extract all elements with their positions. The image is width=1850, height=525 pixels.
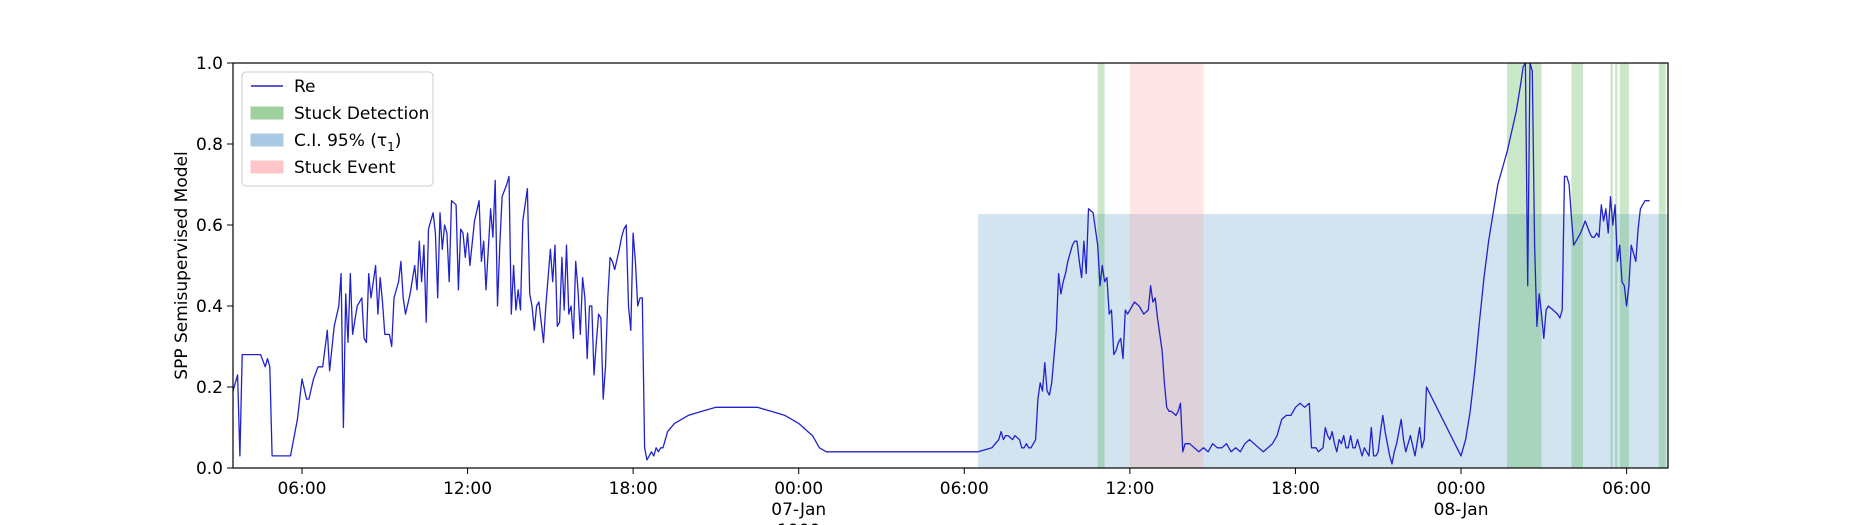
y-tick-label: 0.0 — [196, 459, 223, 479]
x-tick-label: 06:00 — [940, 479, 989, 499]
series-layer — [232, 62, 1650, 465]
stuck-detection-span — [1097, 63, 1105, 468]
legend-label: Re — [294, 77, 316, 97]
stuck-detection-span — [1615, 63, 1618, 468]
x-tick-label: 12:00 — [1105, 479, 1154, 499]
y-tick-label: 0.8 — [196, 135, 223, 155]
legend-label: Stuck Detection — [294, 104, 429, 124]
legend-swatch — [250, 160, 284, 174]
legend-label: C.I. 95% (τ1) — [294, 131, 401, 154]
stuck-detection-span — [1507, 63, 1542, 468]
y-tick-label: 1.0 — [196, 54, 223, 74]
y-axis: 0.0 0.2 0.4 0.6 0.8 1.0 — [196, 54, 233, 479]
plot-frame — [232, 62, 1669, 469]
stuck-detection-span — [1658, 63, 1666, 468]
legend: Re Stuck Detection C.I. 95% (τ1) Stuck Even… — [241, 71, 434, 187]
stuck-detection-span — [1619, 63, 1629, 468]
series-line-re — [232, 62, 1650, 465]
y-tick-label: 0.2 — [196, 378, 223, 398]
stuck-detection-span — [1571, 63, 1583, 468]
x-tick-label: 06:00 — [1602, 479, 1651, 499]
x-tick-label: 18:00 — [1271, 479, 1320, 499]
ci-band — [978, 214, 1668, 468]
x-tick-label: 06:00 — [277, 479, 326, 499]
x-tick-label: 00:00 08-Jan — [1434, 479, 1489, 520]
ci-band-layer — [978, 214, 1668, 468]
stuck-detection-layer — [1097, 63, 1666, 468]
y-axis-label: SPP Semisupervised Model — [172, 151, 192, 379]
y-tick-label: 0.6 — [196, 216, 223, 236]
legend-box — [241, 71, 434, 187]
legend-swatch — [250, 106, 284, 120]
stuck-detection-span — [1610, 63, 1613, 468]
legend-label: Stuck Event — [294, 158, 396, 178]
y-tick-label: 0.4 — [196, 297, 223, 317]
x-tick-label: 12:00 — [443, 479, 492, 499]
legend-swatch — [250, 133, 284, 147]
x-tick-label: 18:00 — [609, 479, 658, 499]
